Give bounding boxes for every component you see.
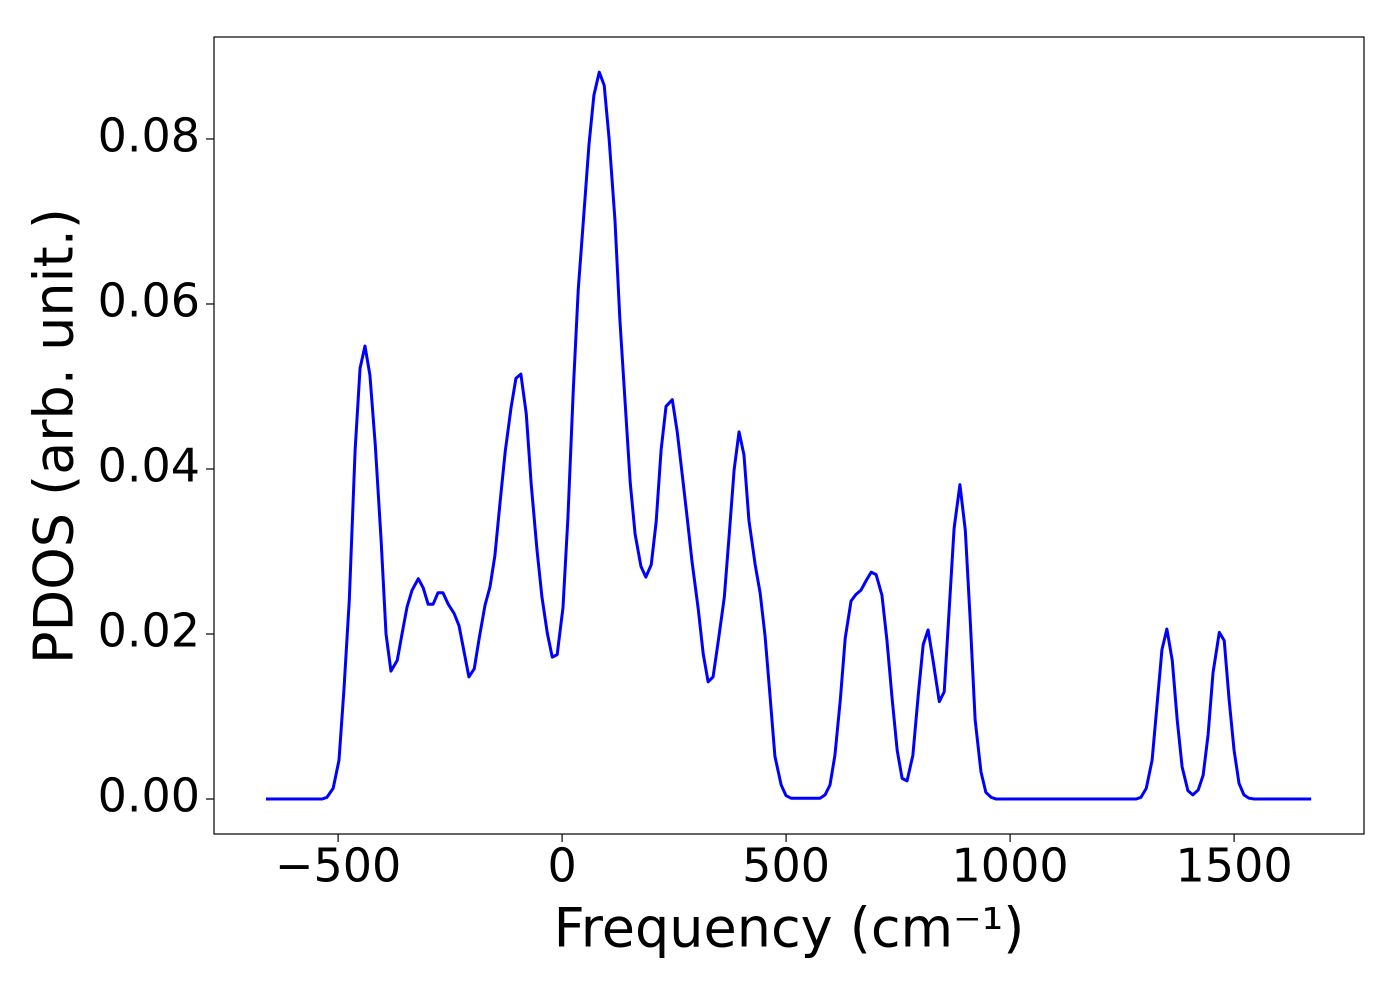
- y-tick-label: 0.00: [98, 769, 200, 823]
- y-tick-label: 0.02: [98, 604, 200, 658]
- x-tick-label: 1000: [952, 839, 1069, 893]
- x-axis-label: Frequency (cm⁻¹): [554, 897, 1025, 960]
- data-line: [265, 70, 1312, 801]
- x-tick-label: −500: [275, 839, 401, 893]
- plot-frame: [213, 36, 1365, 835]
- x-tick-label: 0: [547, 839, 576, 893]
- y-tick-label: 0.06: [98, 273, 200, 327]
- y-tick-label: 0.08: [98, 108, 200, 162]
- x-tick-label: 500: [742, 839, 830, 893]
- y-axis-label: PDOS (arb. unit.): [23, 208, 86, 664]
- y-tick-label: 0.04: [98, 438, 200, 492]
- x-tick-label: 1500: [1176, 839, 1293, 893]
